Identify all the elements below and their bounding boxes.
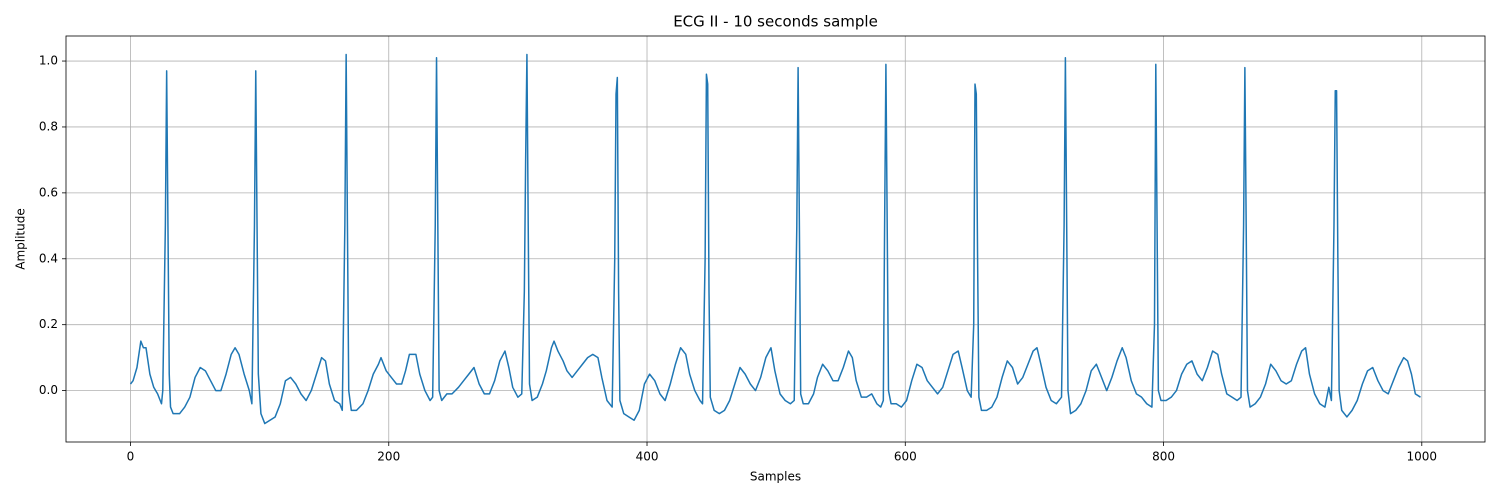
plot-frame: [65, 35, 1486, 443]
x-tick-label: 1000: [1407, 450, 1438, 464]
y-tick-label: 0.4: [39, 251, 58, 265]
y-tick-label: 0.0: [39, 383, 58, 397]
x-tick-label: 0: [127, 450, 135, 464]
x-tick-label: 200: [377, 450, 400, 464]
chart-title: ECG II - 10 seconds sample: [673, 13, 878, 31]
y-axis-label: Amplitude: [14, 208, 28, 270]
x-axis-label: Samples: [750, 470, 801, 484]
y-tick-label: 0.8: [39, 119, 58, 133]
y-tick-label: 0.2: [39, 317, 58, 331]
ecg-line: [129, 53, 1421, 425]
y-tick-label: 1.0: [39, 54, 58, 68]
x-tick-label: 400: [636, 450, 659, 464]
y-tick-label: 0.6: [39, 185, 58, 199]
x-tick-label: 600: [894, 450, 917, 464]
x-tick-label: 800: [1152, 450, 1175, 464]
